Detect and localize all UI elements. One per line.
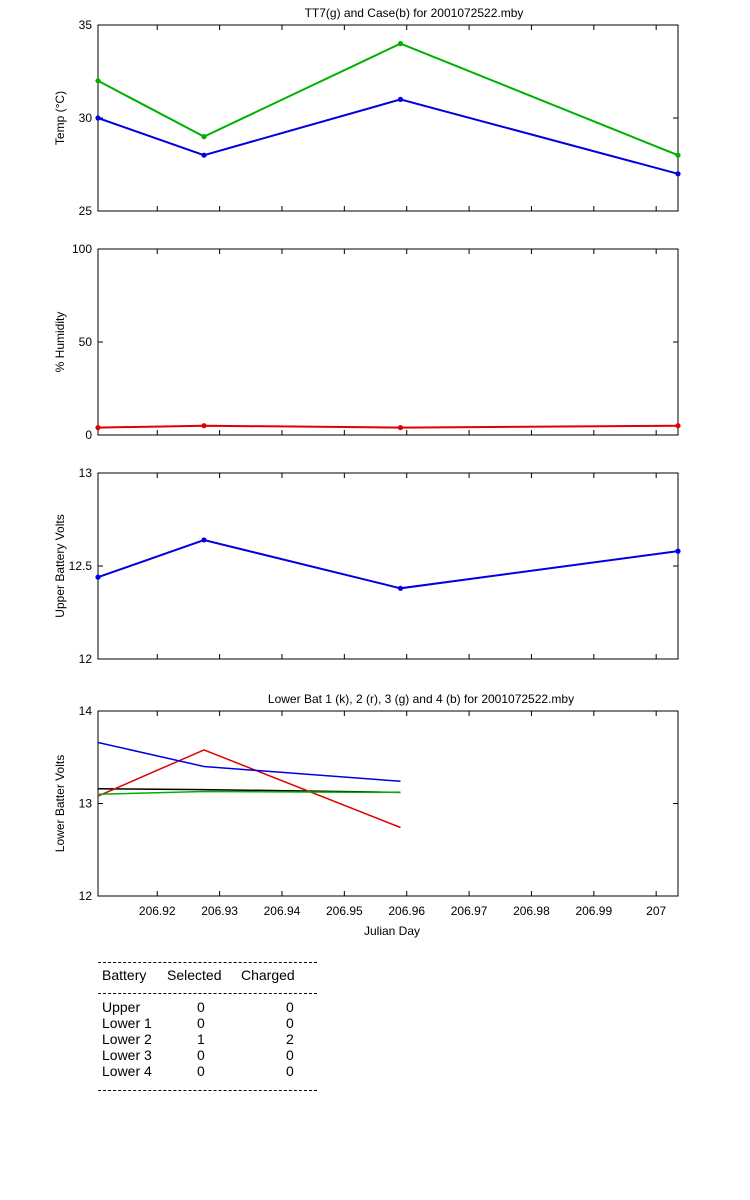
- header-battery: Battery: [102, 967, 147, 983]
- table-divider-mid: [98, 993, 317, 994]
- row-lower4-selected: 0: [197, 1063, 205, 1079]
- row-lower1-battery: Lower 1: [102, 1015, 152, 1031]
- chart-3-series-1-point: [95, 574, 101, 580]
- chart-2-series-1-point: [201, 423, 207, 429]
- row-lower2-charged: 2: [286, 1031, 294, 1047]
- chart-4-xtick-label: 206.99: [575, 904, 612, 918]
- row-lower3-selected: 0: [197, 1047, 205, 1063]
- chart-1-ytick-label: 35: [79, 18, 93, 32]
- chart-4-series-2-line: [97, 749, 401, 829]
- header-charged: Charged: [241, 967, 295, 983]
- chart-4-xtick-label: 206.94: [264, 904, 301, 918]
- charts-canvas: 25 30 35 TT7(g) and Case(b) for 2001072522.…: [53, 6, 681, 938]
- chart-2-series-1-point: [397, 424, 404, 431]
- chart-4-xlabel: Julian Day: [364, 924, 420, 938]
- row-lower4-charged: 0: [286, 1063, 294, 1079]
- chart-4-ytick-label: 14: [79, 704, 93, 718]
- chart-4-xtick-label: 206.97: [451, 904, 488, 918]
- header-selected: Selected: [167, 967, 222, 983]
- row-lower3-battery: Lower 3: [102, 1047, 152, 1063]
- chart-4-xtick-label: 207: [646, 904, 666, 918]
- chart-2-series-1-point: [675, 423, 681, 429]
- chart-1-title: TT7(g) and Case(b) for 2001072522.mby: [305, 6, 524, 20]
- chart-3-series-1-point: [397, 585, 404, 591]
- chart-1-series-2-point: [675, 171, 681, 177]
- row-upper-battery: Upper: [102, 999, 141, 1015]
- chart-4-xtick-label: 206.95: [326, 904, 363, 918]
- chart-3-ytick-label: 13: [79, 466, 93, 480]
- chart-3-ytick-label: 12.5: [69, 559, 93, 573]
- chart-1-series-1-point: [675, 152, 681, 158]
- chart-2-ytick-label: 0: [85, 428, 92, 442]
- chart-1-series-1-point: [397, 41, 404, 47]
- table-divider-top: [98, 962, 317, 963]
- row-lower4-battery: Lower 4: [102, 1063, 152, 1079]
- chart-4-xtick-label: 206.93: [201, 904, 238, 918]
- chart-2-ytick-label: 100: [72, 242, 92, 256]
- chart-1-series-1-line: [97, 42, 679, 157]
- chart-4-ylabel: Lower Batter Volts: [53, 755, 67, 852]
- chart-4-xtick-label: 206.98: [513, 904, 550, 918]
- chart-3-series-1-point: [675, 548, 681, 554]
- chart-3-series-1-point: [201, 537, 207, 543]
- row-lower3-charged: 0: [286, 1047, 294, 1063]
- chart-3-ytick-label: 12: [79, 652, 93, 666]
- chart-4-xtick-label: 206.92: [139, 904, 176, 918]
- table-divider-bottom: [98, 1090, 317, 1091]
- chart-4-series-3-line: [97, 790, 401, 796]
- chart-2-ylabel: % Humidity: [53, 312, 67, 373]
- row-lower2-selected: 1: [197, 1031, 205, 1047]
- row-upper-charged: 0: [286, 999, 294, 1015]
- row-lower1-selected: 0: [197, 1015, 205, 1031]
- chart-1-ylabel: Temp (°C): [53, 91, 67, 145]
- chart-2-series-1-point: [95, 424, 101, 431]
- chart-3-series-1-line: [97, 538, 679, 590]
- row-lower1-charged: 0: [286, 1015, 294, 1031]
- chart-1-series-1-point: [201, 134, 207, 140]
- row-upper-selected: 0: [197, 999, 205, 1015]
- chart-4-ytick-label: 13: [79, 797, 93, 811]
- row-lower2-battery: Lower 2: [102, 1031, 152, 1047]
- chart-1-series-2-point: [397, 96, 404, 102]
- chart-1-series-2-point: [95, 115, 101, 121]
- chart-1-series-1-point: [95, 78, 101, 84]
- chart-1-series-2-point: [201, 152, 207, 158]
- chart-4-xtick-label: 206.96: [388, 904, 425, 918]
- chart-1-series-2-line: [97, 98, 679, 175]
- chart-4-title: Lower Bat 1 (k), 2 (r), 3 (g) and 4 (b) …: [268, 692, 574, 706]
- chart-4-ytick-label: 12: [79, 889, 93, 903]
- chart-2-series-1-line: [97, 424, 679, 429]
- chart-3-ylabel: Upper Battery Volts: [53, 514, 67, 617]
- chart-4-series-4-line: [97, 741, 401, 783]
- chart-2-ytick-label: 50: [79, 335, 93, 349]
- chart-1-ytick-label: 30: [79, 111, 93, 125]
- chart-1-ytick-label: 25: [79, 204, 93, 218]
